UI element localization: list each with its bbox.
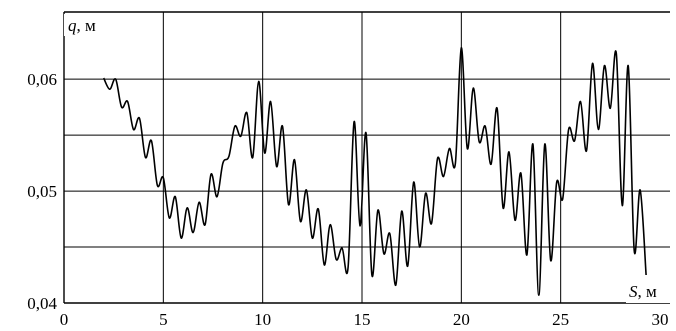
x-tick-label: 25 [552,310,569,329]
y-tick-labels: 0,04 0,05 0,06 [27,70,57,313]
axes [63,11,670,304]
y-axis-label-background [64,14,114,36]
y-axis-unit: , м [77,16,97,35]
x-tick-label: 30 [652,310,669,329]
x-tick-label: 15 [354,310,371,329]
y-axis-symbol: q [68,16,77,35]
y-axis-label: q, м [68,16,96,35]
x-axis-label-background [626,281,672,303]
y-tick-label: 0,05 [27,182,57,201]
x-axis-label: S, м [629,282,657,301]
x-axis-symbol: S [629,282,638,301]
x-tick-label: 20 [453,310,470,329]
y-tick-label: 0,04 [27,294,57,313]
x-tick-label: 5 [159,310,168,329]
series-line [102,46,647,296]
x-tick-labels: 0 5 10 15 20 25 30 [60,310,669,329]
x-tick-label: 10 [254,310,271,329]
x-axis-unit: , м [638,282,658,301]
x-tick-label: 0 [60,310,69,329]
y-tick-label: 0,06 [27,70,57,89]
